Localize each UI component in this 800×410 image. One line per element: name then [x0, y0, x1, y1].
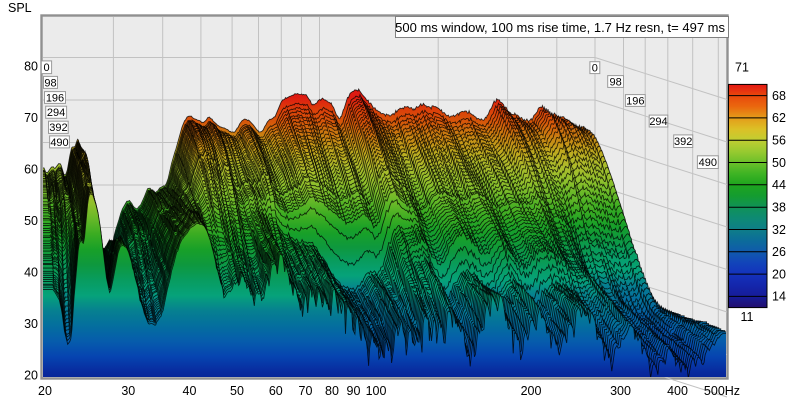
svg-text:0: 0	[592, 63, 598, 75]
svg-text:32: 32	[772, 223, 786, 237]
svg-text:490: 490	[50, 137, 68, 149]
svg-text:294: 294	[47, 107, 65, 119]
svg-text:56: 56	[772, 134, 786, 148]
svg-text:70: 70	[299, 384, 313, 398]
svg-text:SPL: SPL	[8, 1, 32, 15]
svg-text:14: 14	[772, 290, 786, 304]
svg-text:50: 50	[230, 384, 244, 398]
svg-text:70: 70	[24, 111, 38, 125]
svg-text:26: 26	[772, 245, 786, 259]
svg-text:68: 68	[772, 89, 786, 103]
svg-text:50: 50	[772, 156, 786, 170]
svg-text:20: 20	[38, 384, 52, 398]
svg-text:30: 30	[24, 317, 38, 331]
svg-text:100: 100	[366, 384, 387, 398]
svg-text:40: 40	[24, 266, 38, 280]
svg-text:392: 392	[49, 122, 67, 134]
svg-text:38: 38	[772, 201, 786, 215]
svg-text:196: 196	[46, 92, 64, 104]
svg-text:44: 44	[772, 178, 786, 192]
svg-text:71: 71	[735, 61, 749, 75]
svg-text:500 ms window, 100 ms rise tim: 500 ms window, 100 ms rise time, 1.7 Hz …	[395, 20, 725, 35]
svg-text:98: 98	[44, 77, 56, 89]
svg-text:200: 200	[521, 384, 542, 398]
svg-text:300: 300	[610, 384, 631, 398]
svg-text:98: 98	[609, 76, 621, 88]
svg-text:0: 0	[43, 62, 49, 74]
svg-text:60: 60	[269, 384, 283, 398]
svg-text:50: 50	[24, 214, 38, 228]
svg-text:90: 90	[347, 384, 361, 398]
svg-text:294: 294	[649, 116, 667, 128]
svg-text:392: 392	[674, 136, 692, 148]
svg-text:30: 30	[121, 384, 135, 398]
svg-text:20: 20	[24, 369, 38, 383]
svg-text:60: 60	[24, 163, 38, 177]
svg-text:400: 400	[667, 384, 688, 398]
svg-text:80: 80	[325, 384, 339, 398]
svg-text:11: 11	[741, 310, 754, 324]
svg-text:20: 20	[772, 267, 786, 281]
svg-text:196: 196	[626, 95, 644, 107]
svg-text:490: 490	[699, 157, 717, 169]
svg-text:500Hz: 500Hz	[704, 384, 740, 398]
svg-text:80: 80	[24, 60, 38, 74]
svg-text:62: 62	[772, 111, 786, 125]
svg-text:40: 40	[183, 384, 197, 398]
